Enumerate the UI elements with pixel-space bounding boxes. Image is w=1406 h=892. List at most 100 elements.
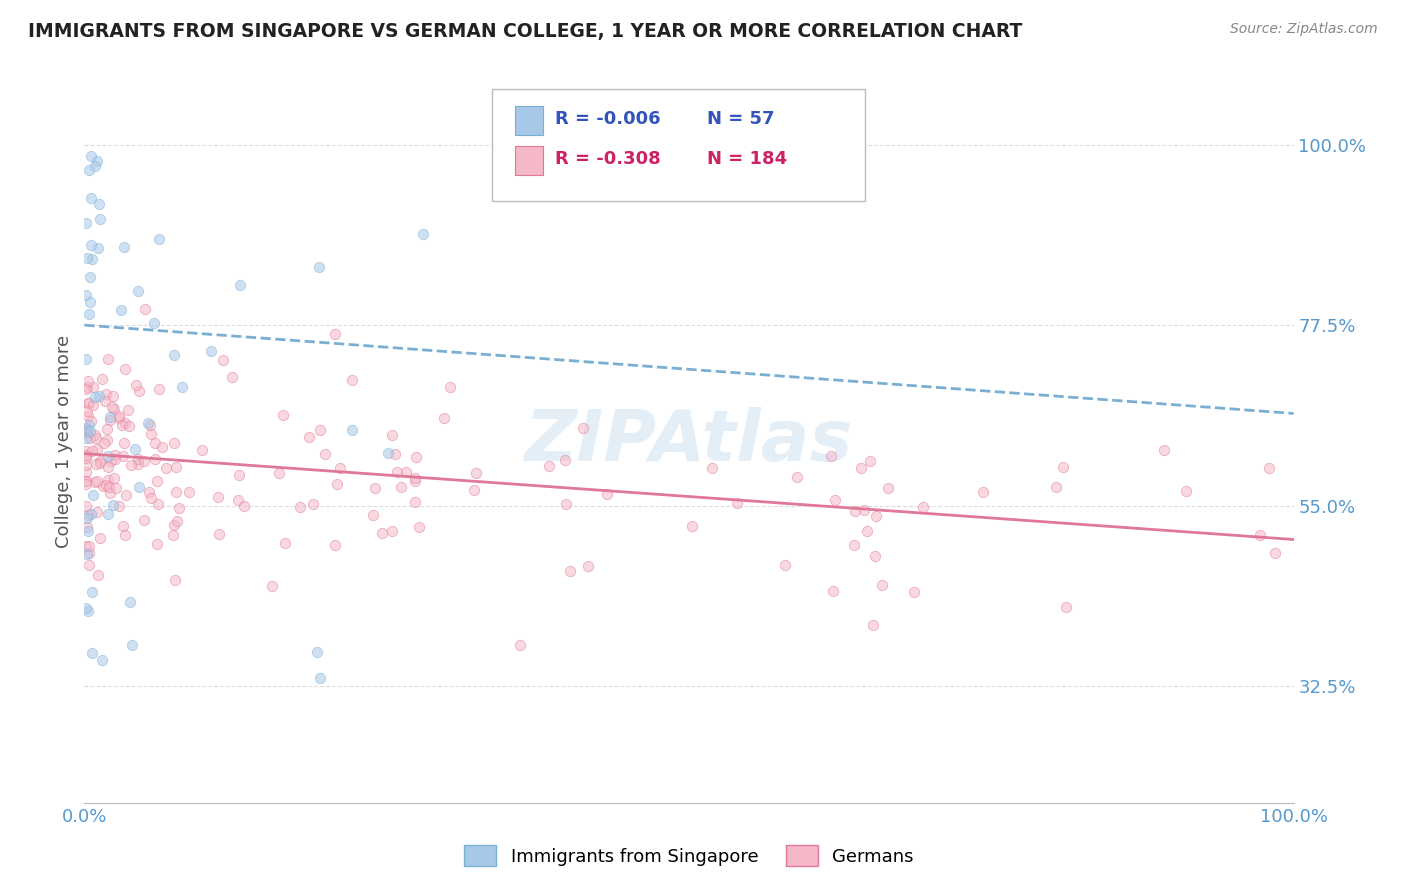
Point [110,302,132,317]
Point [98,480,121,494]
Point [77,374,100,388]
Point [77,409,100,424]
Point [439,380,461,394]
Point [97,449,120,463]
Point [166,460,188,475]
Text: R = -0.308: R = -0.308 [555,150,661,168]
Point [114,488,136,502]
Point [90,371,112,385]
Y-axis label: College, 1 year or more: College, 1 year or more [55,335,73,548]
Point [77,396,100,410]
Text: Source: ZipAtlas.com: Source: ZipAtlas.com [1230,22,1378,37]
Point [91,478,114,492]
Point [117,403,139,417]
Point [146,474,169,488]
Point [558,565,581,579]
Point [1264,546,1286,560]
Point [849,460,872,475]
Point [112,240,135,254]
Point [75,451,97,466]
Point [509,639,531,653]
Point [856,524,879,538]
Point [75,539,97,553]
Point [108,410,131,425]
Point [97,352,120,367]
Point [681,519,703,533]
Point [165,485,187,500]
Point [80,191,103,205]
Point [208,526,231,541]
Point [865,509,887,524]
Point [143,316,166,330]
Point [323,538,346,552]
Point [148,382,170,396]
Point [166,514,188,528]
Point [86,474,108,488]
Point [465,466,488,480]
Point [97,460,120,475]
Point [79,424,101,438]
Point [384,447,406,461]
Point [91,653,114,667]
Point [408,520,430,534]
Text: ZIPAtlas: ZIPAtlas [524,407,853,476]
Point [108,499,131,513]
Point [104,448,127,462]
Point [86,505,108,519]
Point [134,301,156,316]
Point [80,507,103,521]
Point [101,389,124,403]
Point [77,546,100,560]
Point [77,162,100,177]
Point [170,380,193,394]
Point [554,452,576,467]
Point [105,481,128,495]
Point [288,500,311,515]
Point [340,423,363,437]
Point [75,600,97,615]
Point [148,232,170,246]
Text: R = -0.006: R = -0.006 [555,110,661,128]
Point [143,435,166,450]
Point [84,390,107,404]
Point [76,380,98,394]
Point [97,473,120,487]
Point [371,526,394,541]
Point [86,153,108,168]
Point [79,238,101,252]
Point [75,420,97,434]
Point [405,495,427,509]
Point [75,431,97,445]
Point [98,486,121,500]
Point [262,580,284,594]
Point [1052,459,1074,474]
Point [77,307,100,321]
Point [200,343,222,358]
Text: N = 57: N = 57 [707,110,775,128]
Point [578,558,600,573]
Point [76,424,98,438]
Point [96,423,118,437]
Point [163,518,186,533]
Point [1045,480,1067,494]
Point [89,212,111,227]
Point [87,389,110,403]
Point [820,449,842,463]
Point [80,585,103,599]
Point [82,398,104,412]
Point [75,450,97,464]
Point [84,160,107,174]
Point [76,604,98,618]
Point [84,431,107,445]
Point [77,417,100,432]
Point [76,508,98,522]
Point [876,481,898,495]
Point [139,417,162,432]
Point [233,499,256,513]
Point [1257,461,1279,475]
Point [309,423,332,437]
Point [537,458,560,473]
Point [75,382,97,396]
Point [84,457,107,471]
Point [163,573,186,587]
